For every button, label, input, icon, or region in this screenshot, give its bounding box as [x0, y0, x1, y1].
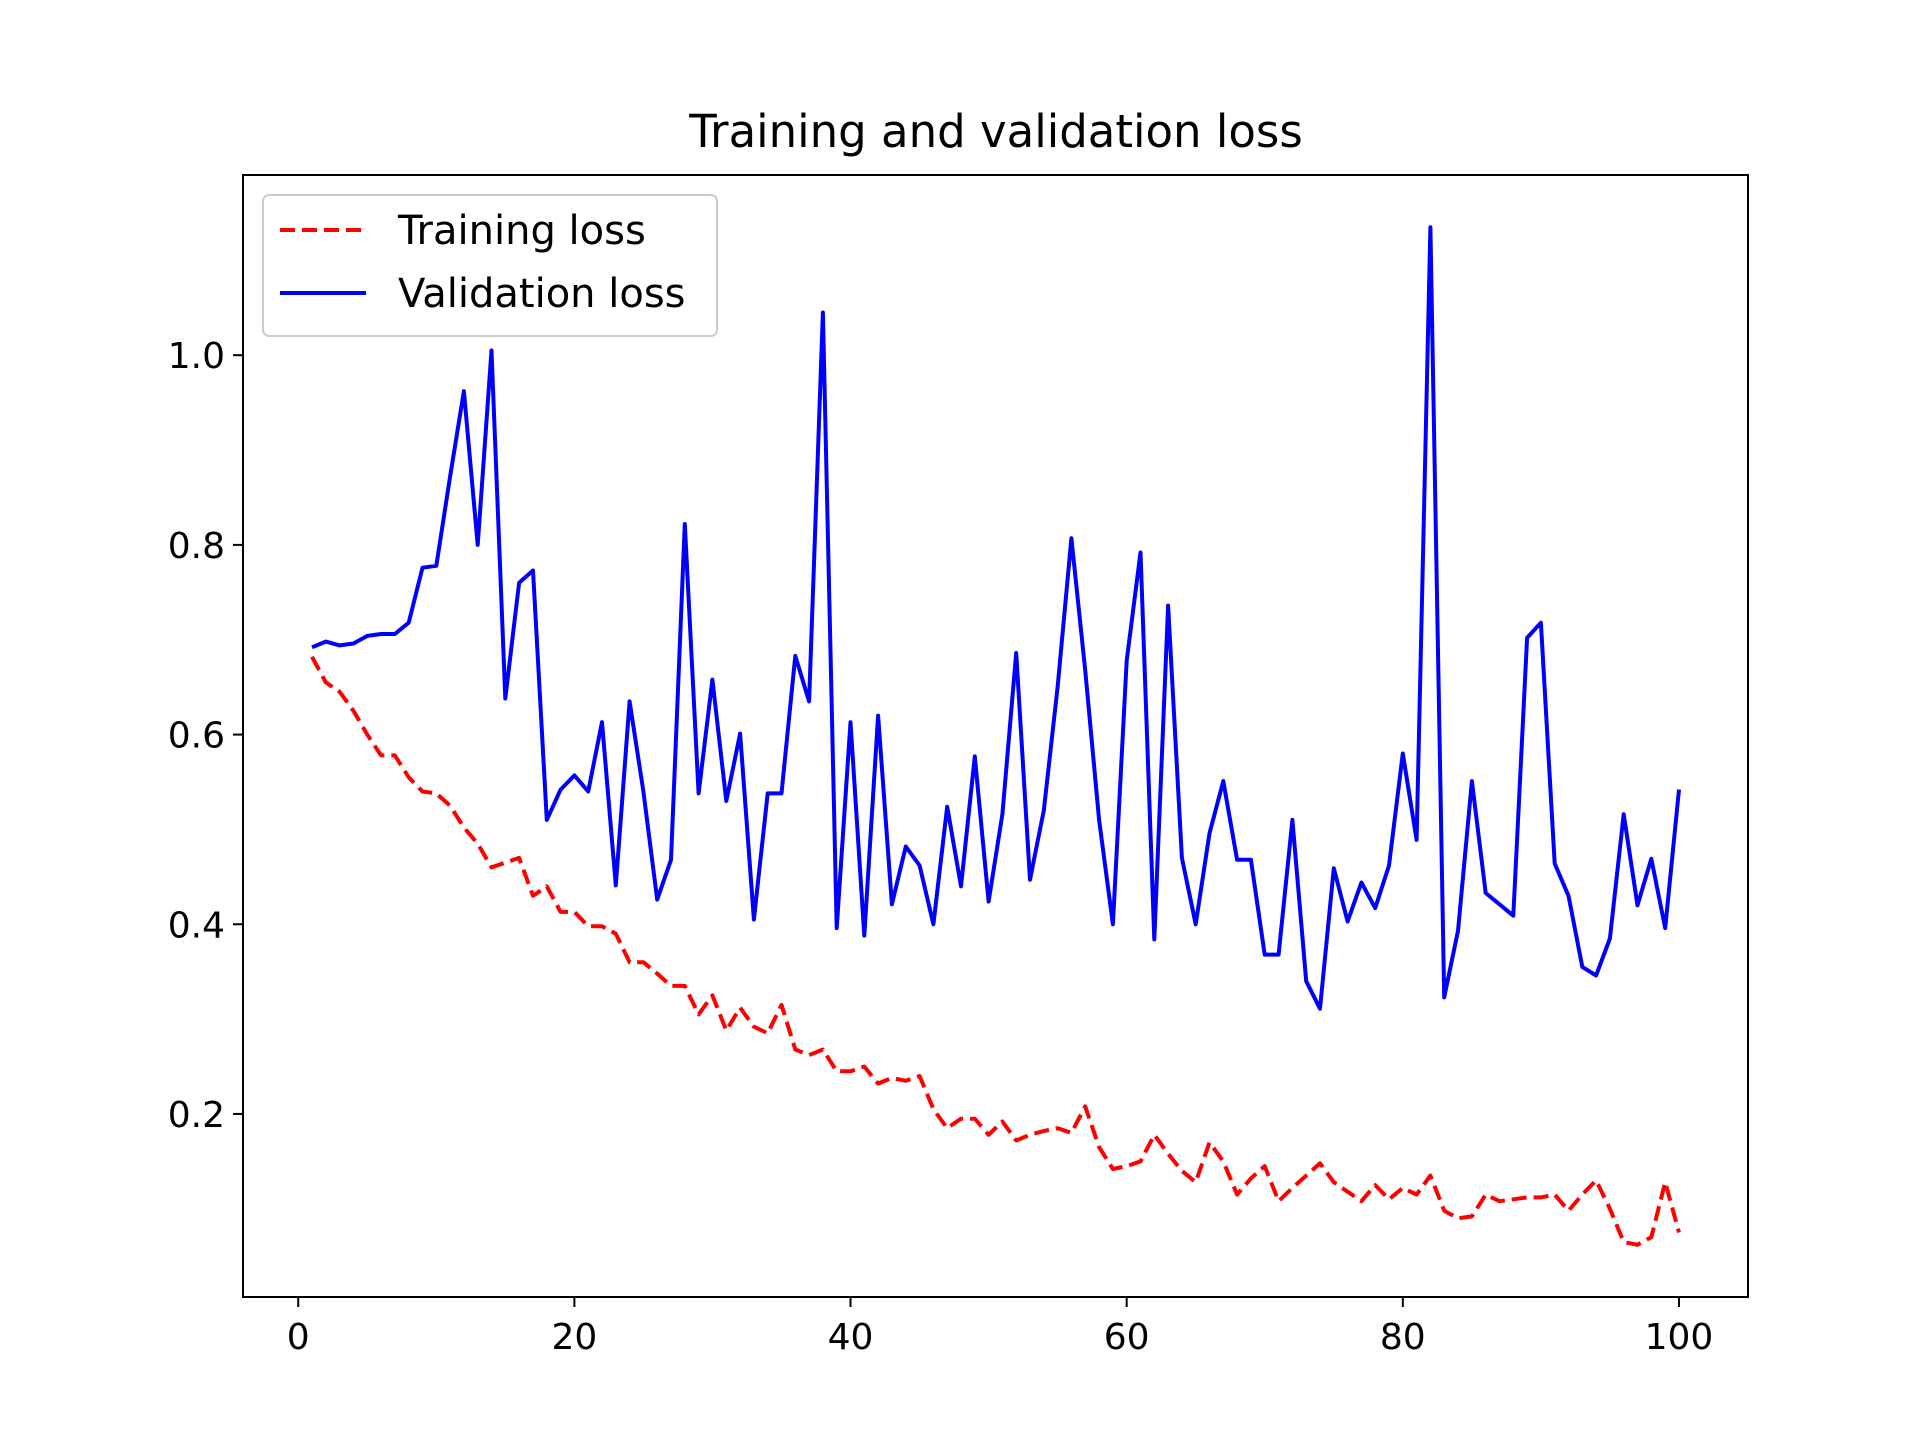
y-tick-label: 0.8 — [168, 526, 225, 567]
validation-loss-line — [311, 225, 1681, 1011]
x-tick-label: 100 — [1645, 1317, 1714, 1358]
x-tick-label: 40 — [828, 1317, 874, 1358]
x-axis: 0 20 40 60 80 100 — [287, 1297, 1714, 1358]
y-axis: 0.2 0.4 0.6 0.8 1.0 — [168, 336, 243, 1136]
series-layer — [310, 225, 1681, 1247]
y-tick-label: 0.6 — [168, 716, 225, 757]
legend-box — [262, 194, 718, 337]
chart-title: Training and validation loss — [688, 105, 1303, 158]
x-tick-label: 0 — [287, 1317, 310, 1358]
y-tick-label: 1.0 — [168, 336, 225, 377]
training-loss-line — [310, 655, 1681, 1247]
y-tick-label: 0.2 — [168, 1095, 225, 1136]
x-tick-label: 60 — [1104, 1317, 1150, 1358]
plot-area-frame — [242, 174, 1749, 1298]
legend: Training loss Validation loss — [262, 194, 718, 337]
x-tick-label: 20 — [551, 1317, 597, 1358]
y-tick-label: 0.4 — [168, 905, 225, 946]
legend-validation-label: Validation loss — [398, 271, 686, 317]
x-tick-label: 80 — [1380, 1317, 1426, 1358]
legend-training-label: Training loss — [397, 208, 646, 254]
